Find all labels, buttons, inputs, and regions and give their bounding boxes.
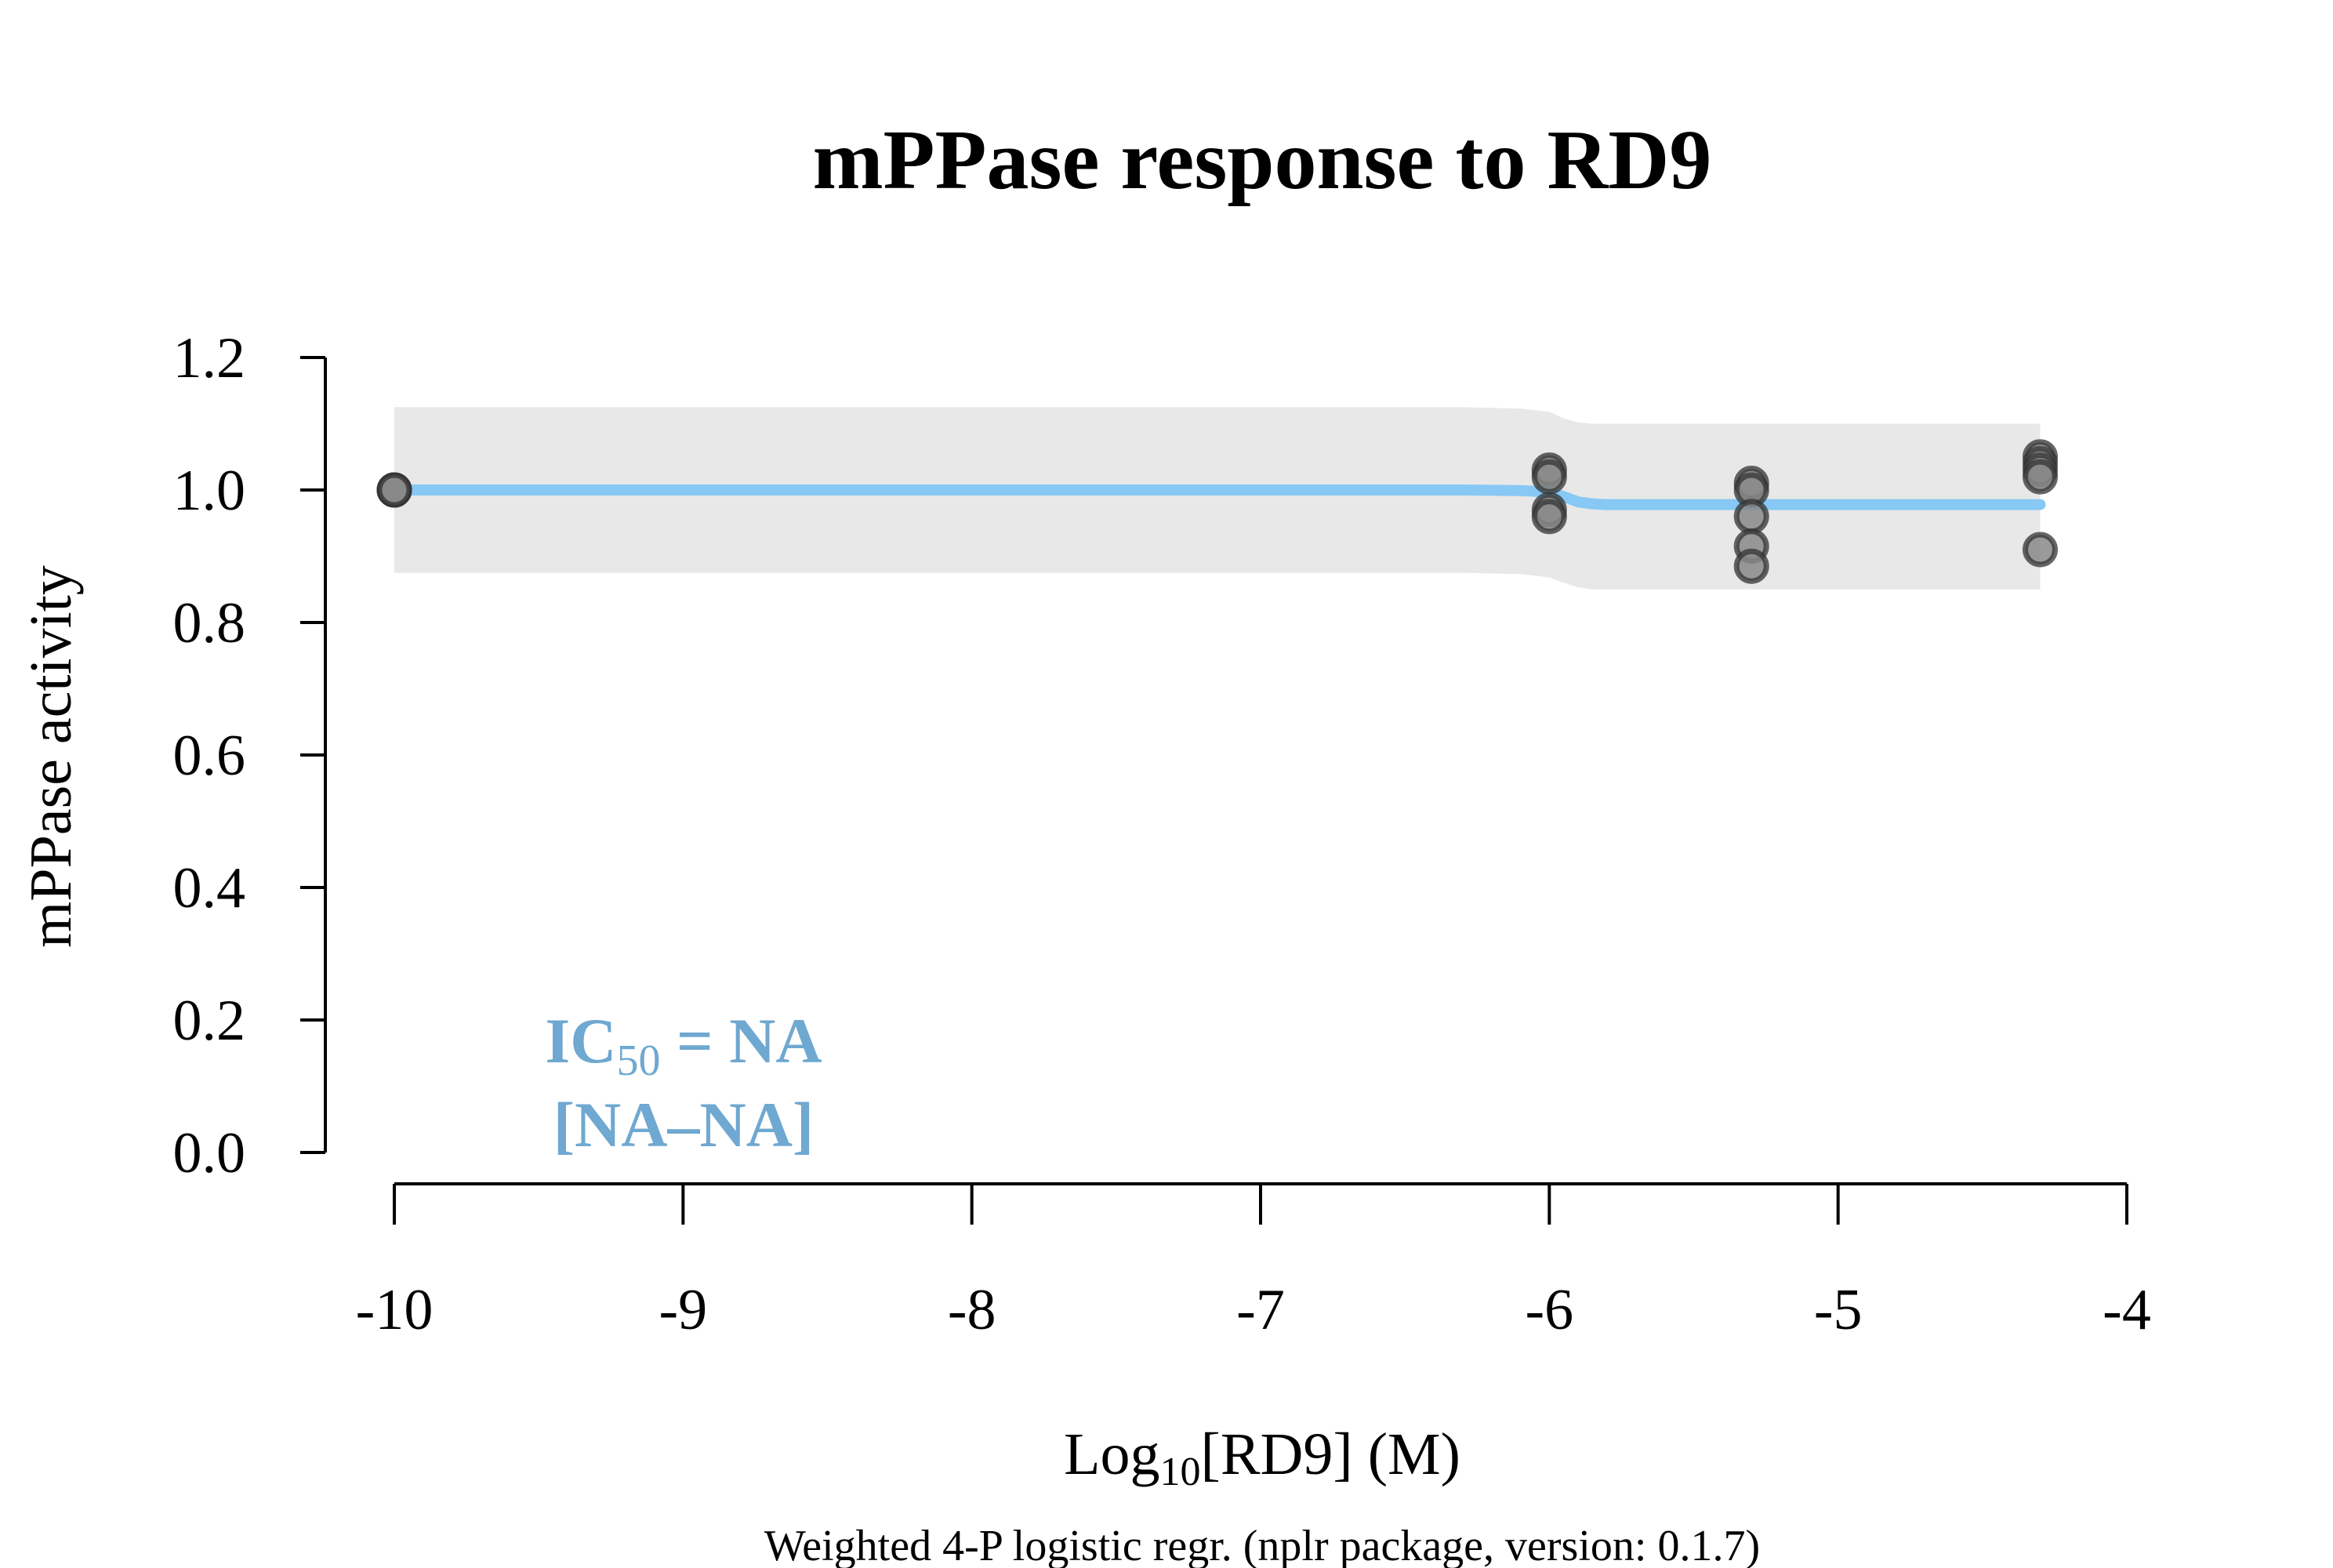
data-point [2023,532,2058,568]
ic50-annotation-line2: [NA–NA] [553,1089,814,1160]
y-tick-label: 1.0 [173,459,246,523]
fit-curve-line [389,485,2046,510]
y-tick-label: 0.8 [173,591,246,655]
x-tick-label: -10 [356,1278,434,1342]
y-tick-label: 0.4 [173,856,246,920]
ic50-subscript: 50 [616,1036,660,1085]
data-point [1531,459,1567,495]
chart-title: mPPase response to RD9 [813,114,1712,207]
data-point [1733,548,1769,584]
ic50-annotation-line1: IC50 = NA [545,1005,822,1085]
y-tick-label: 0.6 [173,724,246,788]
ic50-main: IC [545,1005,616,1076]
y-tick-label: 0.0 [173,1121,246,1185]
data-point [1531,499,1567,535]
x-tick-label: -8 [948,1278,996,1342]
fit-curve-layer [389,485,2046,510]
x-axis: -10 -9 -8 -7 -6 -5 -4 [356,1182,2151,1342]
y-tick-label: 0.2 [173,989,246,1053]
y-axis: 0.0 0.2 0.4 0.6 0.8 1.0 1.2 [173,326,327,1185]
data-points-layer [376,439,2058,584]
confidence-band-layer [394,407,2041,590]
x-tick-label: -5 [1814,1278,1863,1342]
ic50-value: = NA [660,1005,822,1076]
data-point [2023,459,2058,495]
x-tick-label: -9 [659,1278,708,1342]
x-axis-label-subscript: 10 [1160,1450,1201,1494]
data-point [1733,499,1769,535]
chart-subtitle: Weighted 4-P logistic regr. (nplr packag… [764,1522,1760,1568]
x-tick-label: -6 [1526,1278,1574,1342]
x-axis-label-tail: [RD9] (M) [1201,1421,1460,1487]
x-axis-label-main: Log [1064,1421,1159,1487]
data-point [376,472,412,508]
confidence-band [394,407,2041,590]
y-tick-label: 1.2 [173,326,246,390]
y-axis-label: mPPase activity [18,565,84,948]
x-tick-label: -4 [2103,1278,2151,1342]
x-tick-label: -7 [1236,1278,1285,1342]
x-axis-label: Log10[RD9] (M) [1064,1421,1460,1494]
